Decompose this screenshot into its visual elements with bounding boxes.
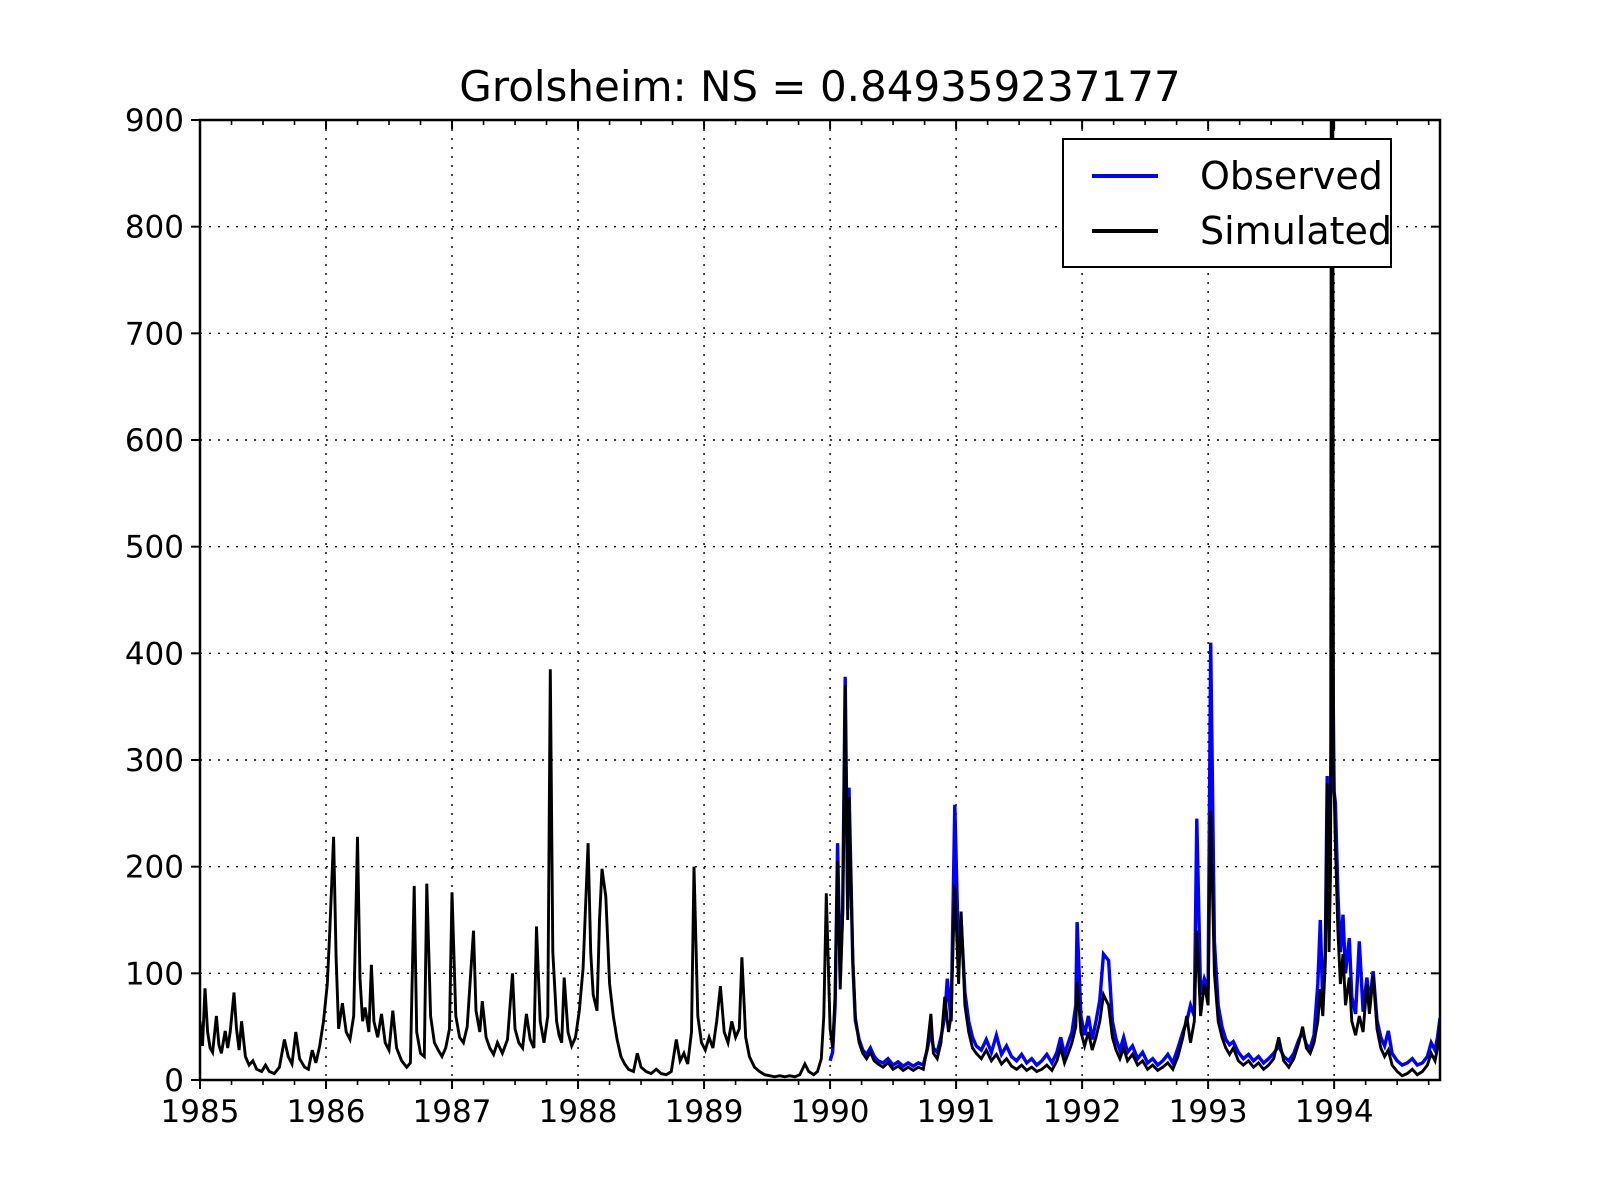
observed-line [828,602,1440,1069]
x-tick-labels: 1985 1986 1987 1988 1989 1990 1991 1992 1993 1994 [161,1094,1374,1130]
x-tick-label: 1991 [917,1094,996,1130]
x-tick-label: 1990 [791,1094,870,1130]
x-tick-label: 1988 [539,1094,618,1130]
plot-frame [198,118,1442,1082]
chart-title: Grolsheim: NS = 0.849359237177 [459,62,1181,111]
y-tick-label: 900 [125,103,184,139]
legend-line-sample [1092,173,1158,178]
y-tick-label: 800 [125,210,184,246]
x-tick-label: 1987 [413,1094,492,1130]
data-series [200,120,1440,1079]
legend-entry-observed: Observed [1064,154,1390,198]
x-tick-label: 1986 [287,1094,366,1130]
y-tick-label: 600 [125,423,184,459]
y-tick-label: 100 [125,956,184,992]
simulated-line [200,120,1440,1079]
x-tick-label: 1985 [161,1094,240,1130]
x-tick-label: 1989 [665,1094,744,1130]
legend-label: Observed [1200,153,1383,198]
x-tick-label: 1993 [1169,1094,1248,1130]
y-tick-label: 400 [125,636,184,672]
x-tick-label: 1994 [1295,1094,1374,1130]
axis-ticks [191,119,1440,1089]
y-tick-label: 0 [164,1063,184,1099]
axes-frame [198,118,1442,1082]
y-tick-label: 700 [125,316,184,352]
legend-line-sample [1092,228,1158,233]
y-tick-label: 500 [125,530,184,566]
y-tick-label: 300 [125,743,184,779]
y-tick-labels: 0 100 200 300 400 500 600 700 800 900 [125,103,184,1099]
legend: Observed Simulated [1062,138,1392,268]
y-tick-label: 200 [125,850,184,886]
legend-label: Simulated [1200,208,1393,253]
legend-entry-simulated: Simulated [1064,208,1393,253]
x-tick-label: 1992 [1043,1094,1122,1130]
